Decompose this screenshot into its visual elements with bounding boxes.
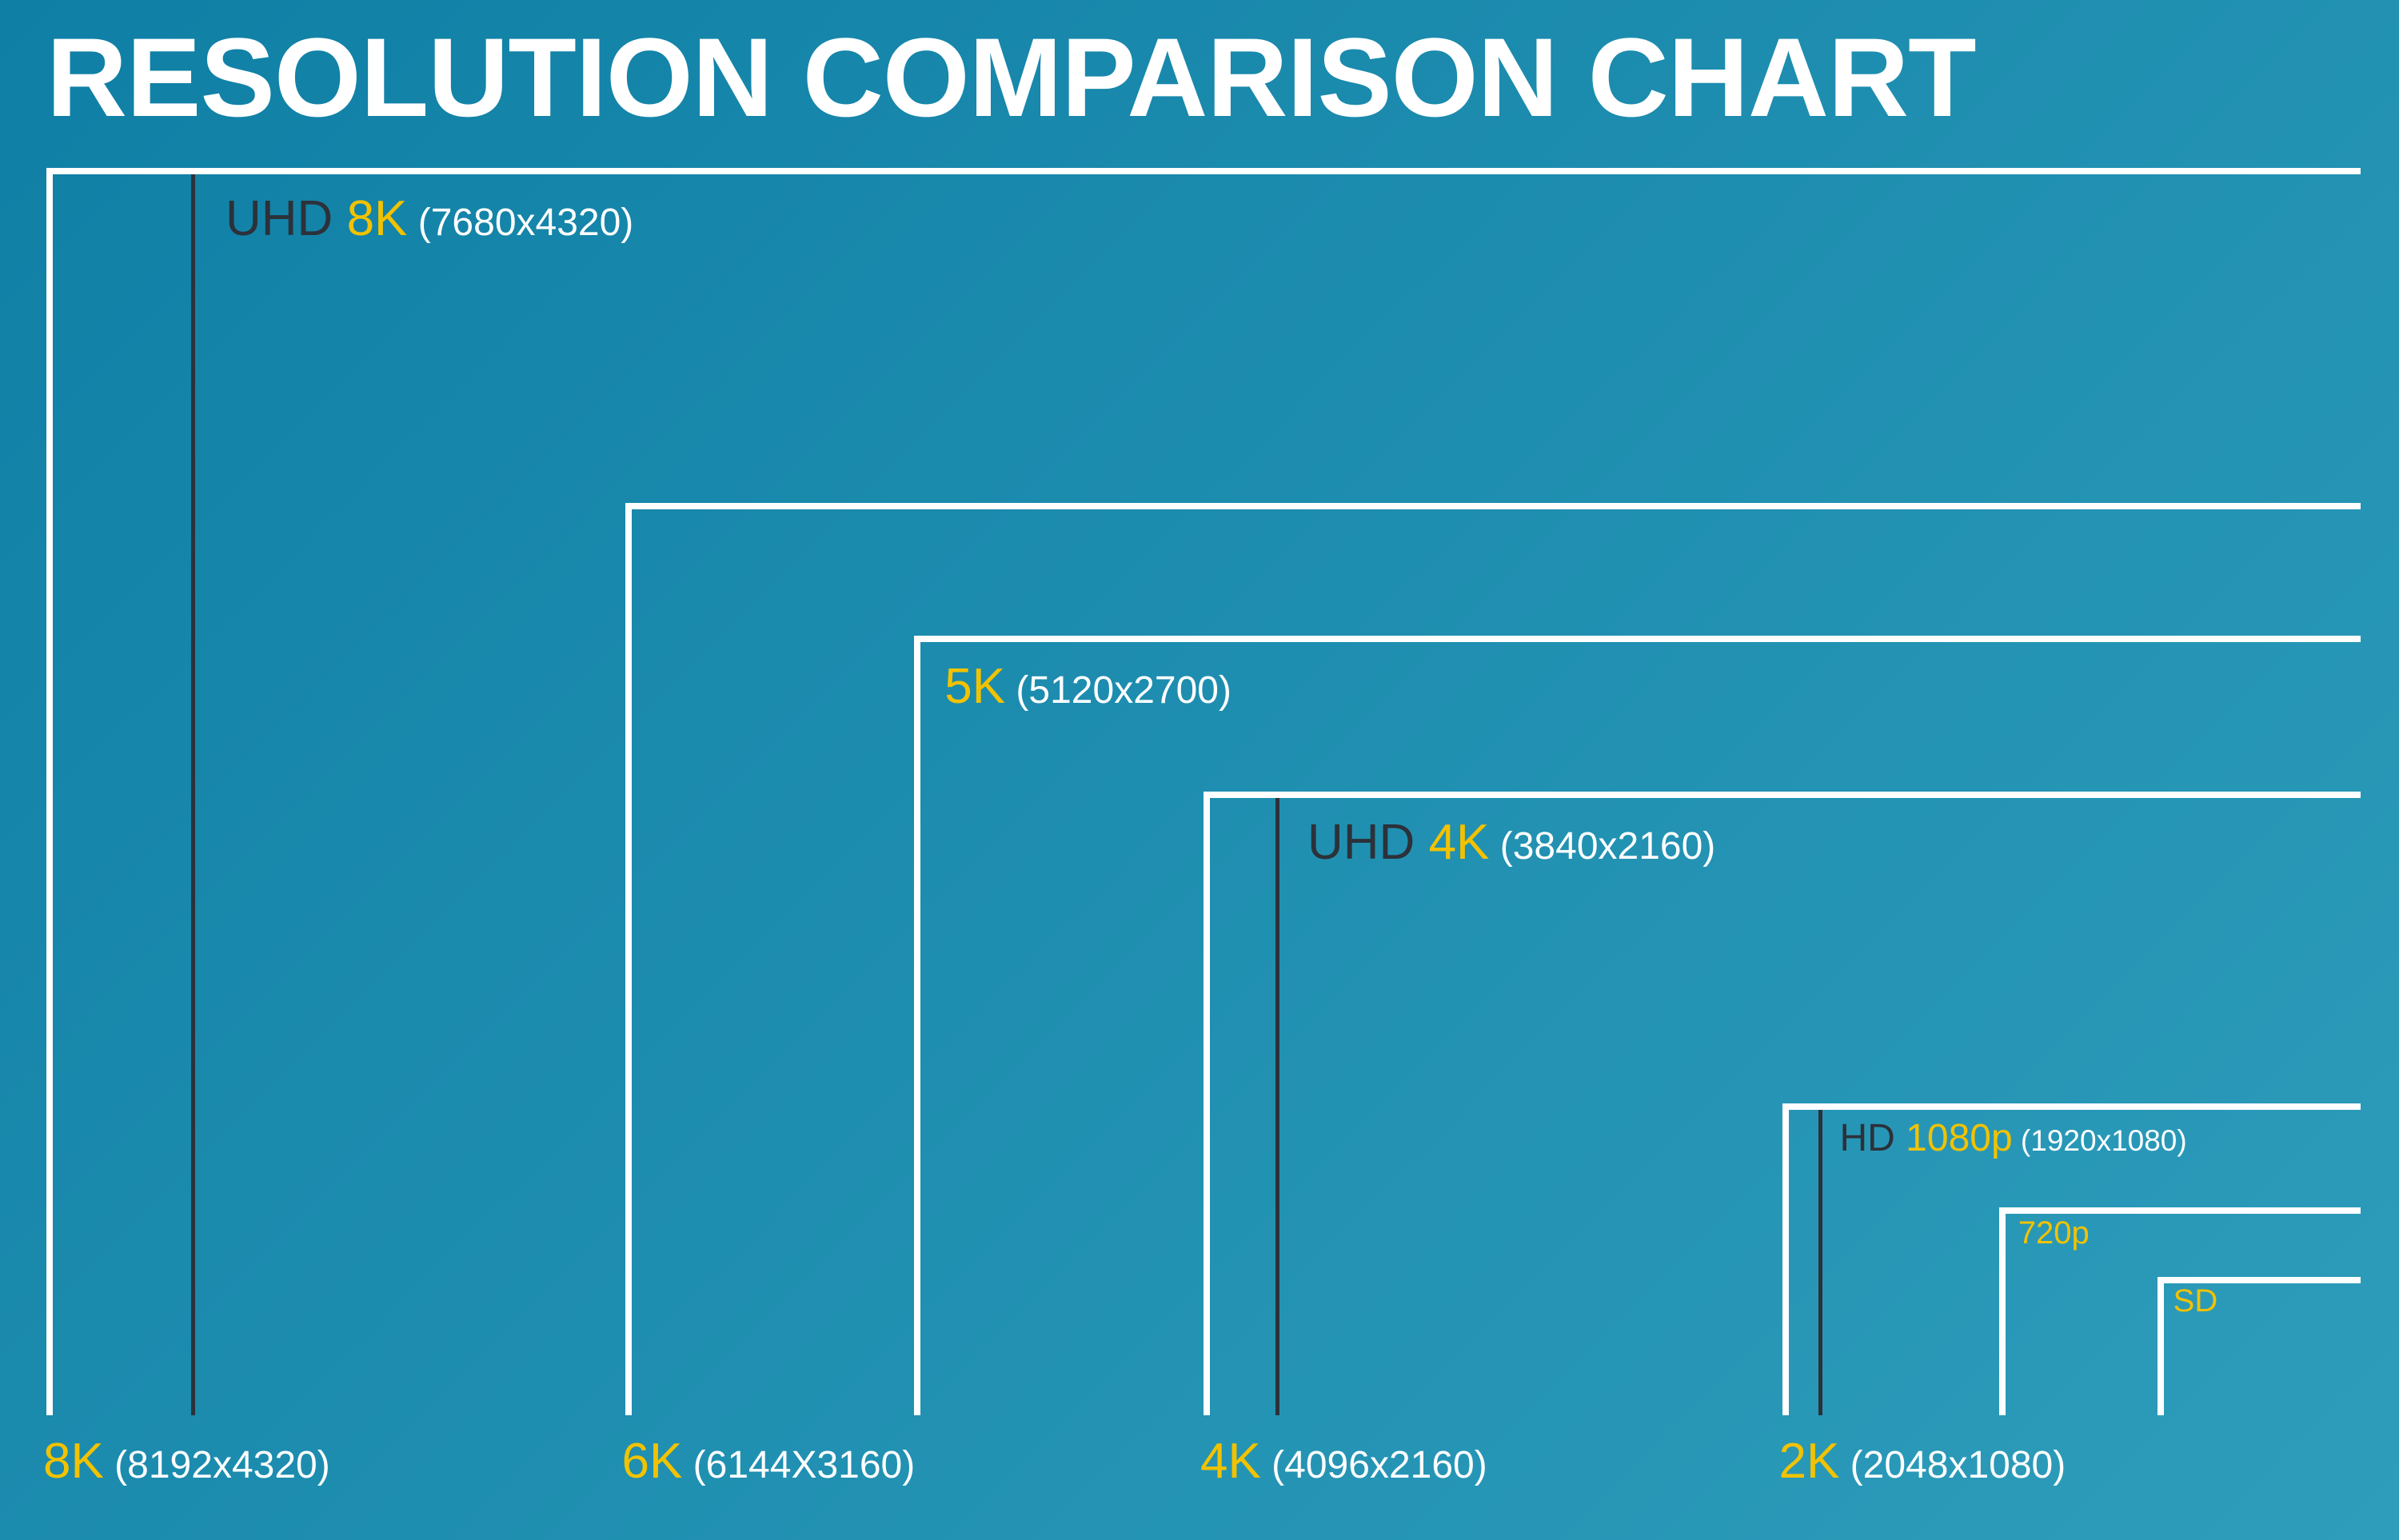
label-prefix: HD	[1840, 1117, 1906, 1159]
res-label-5k: 5K (5120x2700)	[944, 658, 1231, 715]
label-name: 720p	[2018, 1215, 2090, 1251]
divider-2k-hd	[1818, 1110, 1822, 1415]
label-dims: (5120x2700)	[1005, 669, 1231, 712]
footer-name: 4K	[1200, 1434, 1261, 1489]
label-prefix: UHD	[1307, 815, 1429, 870]
footer-label-8k-uhd: 8K (8192x4320)	[43, 1433, 330, 1490]
label-name: 5K	[944, 659, 1005, 714]
footer-name: 2K	[1779, 1434, 1840, 1489]
divider-4k-uhd	[1275, 798, 1279, 1415]
label-dims: (1920x1080)	[2013, 1124, 2187, 1157]
label-prefix: UHD	[226, 191, 347, 246]
resolution-chart: RESOLUTION COMPARISON CHART UHD 8K (7680…	[0, 0, 2399, 1540]
footer-label-2k-hd: 2K (2048x1080)	[1779, 1433, 2066, 1490]
divider-8k-uhd	[191, 174, 195, 1415]
footer-name: 8K	[43, 1434, 104, 1489]
res-label-8k-uhd: UHD 8K (7680x4320)	[226, 190, 633, 247]
res-label-4k-uhd: UHD 4K (3840x2160)	[1307, 814, 1715, 871]
footer-dims: (8192x4320)	[104, 1444, 330, 1486]
footer-label-4k-uhd: 4K (4096x2160)	[1200, 1433, 1487, 1490]
label-dims: (3840x2160)	[1489, 825, 1715, 868]
res-label-sd: SD	[2173, 1283, 2218, 1319]
res-label-720p: 720p	[2018, 1215, 2090, 1251]
label-name: SD	[2173, 1283, 2218, 1319]
chart-title: RESOLUTION COMPARISON CHART	[46, 13, 1976, 142]
footer-dims: (2048x1080)	[1839, 1444, 2066, 1486]
res-label-2k-hd: HD 1080p (1920x1080)	[1840, 1116, 2187, 1160]
label-name: 4K	[1429, 815, 1490, 870]
footer-dims: (4096x2160)	[1261, 1444, 1487, 1486]
footer-name: 6K	[622, 1434, 683, 1489]
label-dims: (7680x4320)	[407, 201, 633, 244]
label-name: 8K	[347, 191, 408, 246]
footer-dims: (6144X3160)	[682, 1444, 915, 1486]
label-name: 1080p	[1906, 1117, 2012, 1159]
footer-label-6k: 6K (6144X3160)	[622, 1433, 916, 1490]
